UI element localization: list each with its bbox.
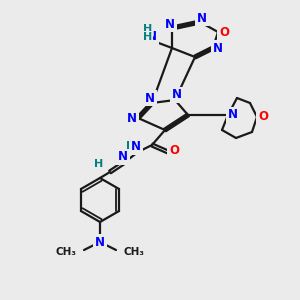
Text: N: N [213, 41, 223, 55]
Text: H: H [143, 32, 152, 42]
Text: O: O [219, 26, 229, 38]
Text: N: N [228, 109, 238, 122]
Text: CH₃: CH₃ [55, 247, 76, 257]
Text: N: N [131, 140, 141, 154]
Text: N: N [147, 31, 157, 44]
Text: O: O [258, 110, 268, 124]
Text: H: H [94, 159, 103, 169]
Text: N: N [172, 88, 182, 101]
Text: CH₃: CH₃ [124, 247, 145, 257]
Text: N: N [197, 11, 207, 25]
Text: O: O [169, 143, 179, 157]
Text: H: H [126, 141, 135, 151]
Text: N: N [118, 151, 128, 164]
Text: N: N [127, 112, 137, 124]
Text: N: N [145, 92, 155, 104]
Text: H: H [143, 24, 152, 34]
Text: N: N [165, 17, 175, 31]
Text: N: N [95, 236, 105, 248]
